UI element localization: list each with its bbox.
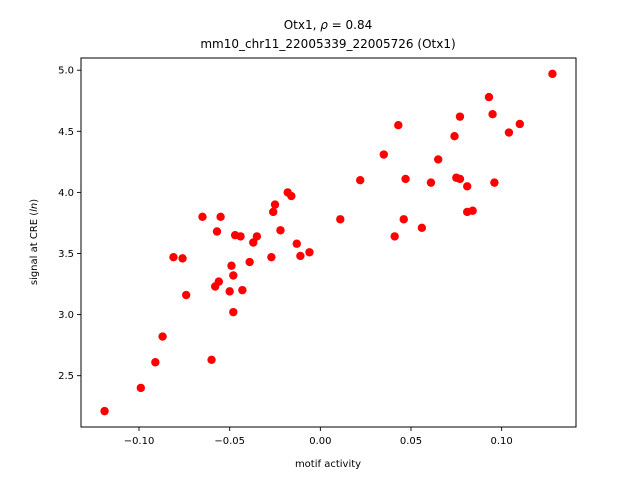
data-point-33 xyxy=(336,215,345,224)
data-point-46 xyxy=(455,112,465,121)
data-point-13 xyxy=(216,212,225,222)
data-point-5 xyxy=(169,252,178,262)
data-point-23 xyxy=(252,232,262,241)
data-point-24 xyxy=(267,252,276,262)
data-point-35 xyxy=(379,150,388,159)
data-point-41 xyxy=(426,178,436,187)
data-point-31 xyxy=(296,251,305,261)
data-point-30 xyxy=(292,239,301,248)
data-point-55 xyxy=(548,69,557,79)
data-point-51 xyxy=(488,110,497,119)
y-tick-label: 4.5 xyxy=(58,127,74,138)
data-point-32 xyxy=(305,248,314,257)
data-point-9 xyxy=(207,355,216,364)
data-point-7 xyxy=(181,290,191,300)
data-point-53 xyxy=(504,128,514,137)
x-axis-label: motif activity xyxy=(295,459,361,470)
data-point-12 xyxy=(212,227,222,236)
data-point-54 xyxy=(515,119,524,129)
data-point-45 xyxy=(455,174,465,184)
axes-frame xyxy=(80,57,577,428)
data-point-34 xyxy=(356,175,365,185)
data-point-3 xyxy=(151,358,160,367)
data-point-36 xyxy=(390,232,399,241)
chart-title-line-1: Otx1, ρ = 0.84 xyxy=(284,18,373,32)
data-point-6 xyxy=(178,254,187,263)
title-gene: Otx1, xyxy=(284,18,321,32)
data-point-16 xyxy=(229,271,238,280)
data-point-20 xyxy=(238,285,247,295)
data-point-2 xyxy=(136,383,146,393)
data-point-37 xyxy=(394,121,403,130)
data-point-22 xyxy=(249,238,258,247)
data-point-14 xyxy=(225,287,234,296)
title-rho-symbol: ρ xyxy=(320,18,328,32)
x-tick-label: 0.10 xyxy=(491,436,513,447)
data-point-1 xyxy=(100,406,109,416)
data-point-8 xyxy=(198,212,207,222)
x-tick-label: −0.10 xyxy=(124,436,155,447)
data-point-42 xyxy=(434,155,443,164)
x-tick-label: 0.00 xyxy=(309,436,331,447)
y-tick-label: 3.0 xyxy=(58,310,74,321)
y-axis-label: signal at CRE (ln) xyxy=(29,199,40,285)
data-point-52 xyxy=(490,178,499,187)
plot-area xyxy=(100,69,557,416)
x-tick-label: 0.05 xyxy=(400,436,422,447)
data-point-47 xyxy=(463,182,472,191)
x-axis: −0.10 −0.05 0.00 0.05 0.10 xyxy=(124,427,513,447)
data-point-21 xyxy=(245,257,254,267)
data-point-19 xyxy=(236,232,245,241)
data-point-17 xyxy=(229,307,238,317)
data-point-29 xyxy=(287,191,296,201)
data-point-15 xyxy=(227,261,236,270)
data-point-50 xyxy=(484,92,494,102)
y-tick-label: 3.5 xyxy=(58,249,74,260)
data-point-39 xyxy=(401,174,410,184)
data-point-49 xyxy=(468,206,477,215)
data-point-4 xyxy=(158,332,167,341)
y-tick-label: 4.0 xyxy=(58,188,74,199)
x-tick-label: −0.05 xyxy=(214,436,245,447)
y-tick-label: 5.0 xyxy=(58,66,74,77)
y-axis-label-prefix: signal at CRE ( xyxy=(29,212,40,285)
data-point-11 xyxy=(214,277,223,286)
data-point-40 xyxy=(417,223,427,233)
data-point-27 xyxy=(276,226,285,235)
data-point-43 xyxy=(450,132,459,141)
y-axis-label-suffix: ) xyxy=(29,199,40,203)
y-tick-label: 2.5 xyxy=(58,371,74,382)
title-rho-value: = 0.84 xyxy=(328,18,372,32)
chart-title-line-2: mm10_chr11_22005339_22005726 (Otx1) xyxy=(200,37,455,51)
y-axis-label-ln: ln xyxy=(29,203,40,212)
data-point-26 xyxy=(270,200,280,209)
data-point-38 xyxy=(399,215,408,224)
data-point-25 xyxy=(269,207,278,217)
y-axis: 2.5 3.0 3.5 4.0 4.5 5.0 xyxy=(58,66,81,382)
